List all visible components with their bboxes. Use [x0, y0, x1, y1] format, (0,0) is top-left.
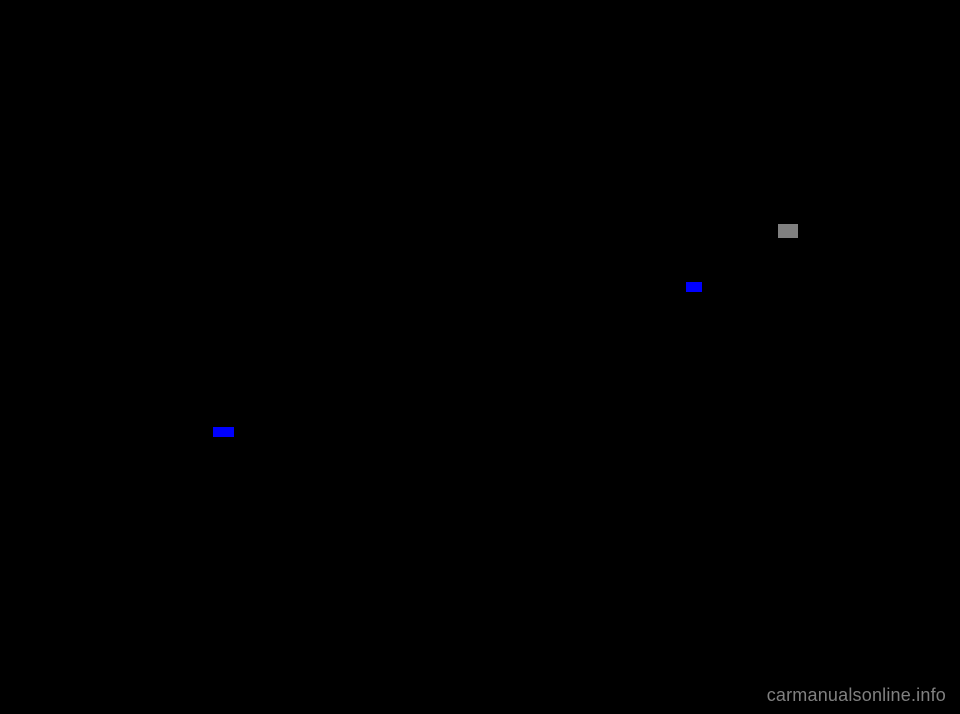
page-number-highlight	[778, 224, 798, 238]
crossref-link-2[interactable]	[213, 427, 234, 437]
crossref-link-1[interactable]	[686, 282, 702, 292]
watermark-text: carmanualsonline.info	[767, 685, 946, 706]
